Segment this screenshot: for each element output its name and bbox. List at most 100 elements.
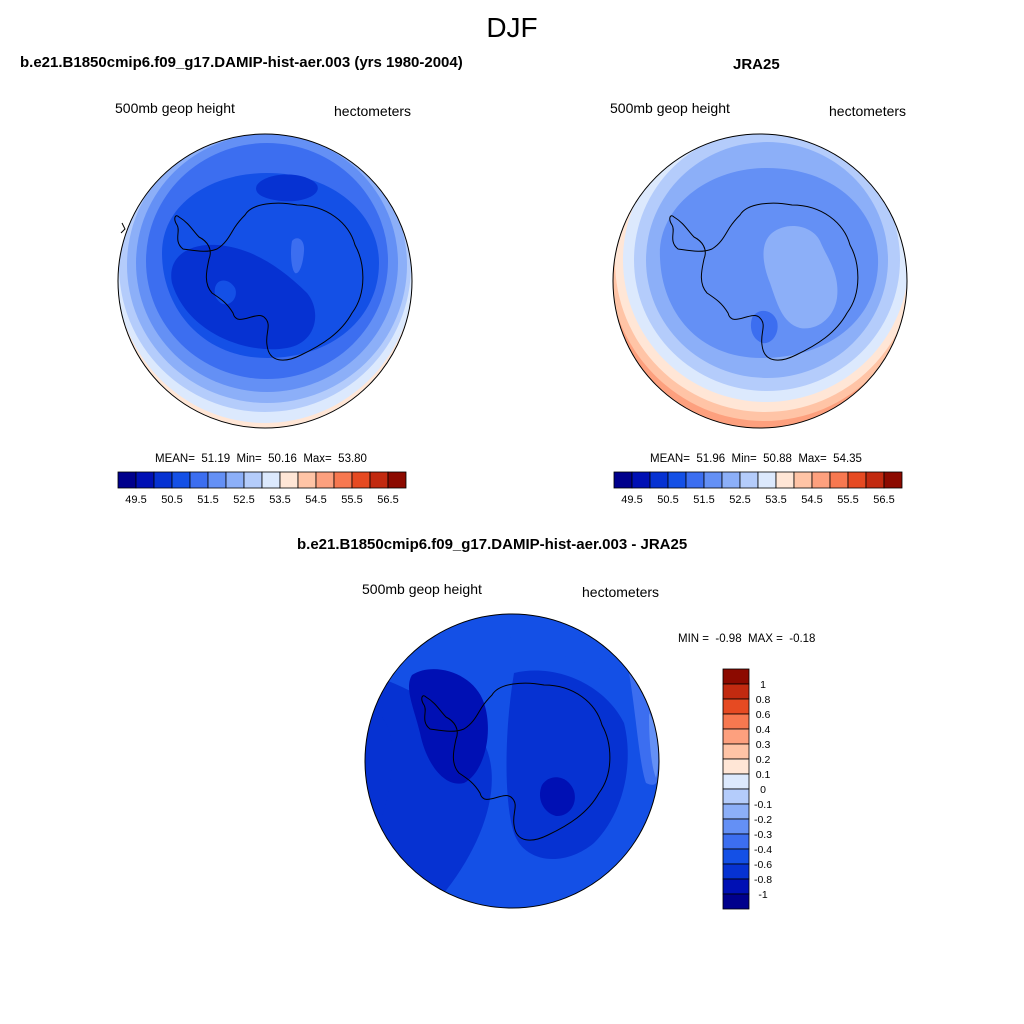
diff-colorbar-swatch [722, 893, 750, 910]
obs-mean-value: 51.96 [696, 453, 726, 465]
obs-colorbar-swatch [667, 471, 687, 489]
model-colorbar-swatch [225, 471, 245, 489]
diff-panel-title: b.e21.B1850cmip6.f09_g17.DAMIP-hist-aer.… [297, 536, 688, 553]
obs-colorbar-swatch [793, 471, 813, 489]
diff-colorbar-tick-label: -0.4 [754, 844, 772, 856]
obs-contour-band [763, 226, 838, 329]
model-mean-value: 51.19 [201, 453, 231, 465]
diff-colorbar-tick-label: 0.2 [756, 754, 771, 766]
obs-colorbar-tick-label: 54.5 [801, 494, 822, 506]
diff-colorbar-tick-label: -0.3 [754, 829, 772, 841]
diff-colorbar-tick-label: -0.8 [754, 874, 772, 886]
model-colorbar-swatch [189, 471, 209, 489]
model-colorbar-swatch [279, 471, 299, 489]
obs-colorbar-tick-label: 56.5 [873, 494, 894, 506]
diff-colorbar-tick-label: 0.4 [756, 724, 771, 736]
model-map-border [117, 133, 413, 429]
diff-colorbar-swatch [722, 788, 750, 805]
obs-max-label: Max= [798, 453, 827, 465]
model-min-value: 50.16 [268, 453, 297, 465]
model-colorbar-swatch [207, 471, 227, 489]
diff-stats: MIN = -0.98 MAX = -0.18 [678, 633, 815, 645]
model-variable-label: 500mb geop height [115, 100, 235, 116]
obs-colorbar-swatch [757, 471, 777, 489]
diff-colorbar-tick-label: -0.6 [754, 859, 772, 871]
diff-units-label: hectometers [582, 584, 660, 600]
obs-colorbar-tick-label: 55.5 [837, 494, 858, 506]
obs-max-value: 54.35 [833, 453, 862, 465]
model-stats: MEAN= 51.19 Min= 50.16 Max= 53.80 [155, 453, 367, 465]
diff-colorbar-swatch [722, 878, 750, 895]
model-panel-title: b.e21.B1850cmip6.f09_g17.DAMIP-hist-aer.… [20, 54, 463, 71]
obs-min-label: Min= [731, 453, 757, 465]
model-colorbar-tick-label: 55.5 [341, 494, 362, 506]
model-colorbar-tick-label: 50.5 [161, 494, 182, 506]
model-colorbar-tick-label: 54.5 [305, 494, 326, 506]
figure-title: DJF [486, 12, 538, 43]
model-colorbar-swatch [117, 471, 137, 489]
obs-coastline [669, 202, 859, 361]
model-colorbar-tick-label: 53.5 [269, 494, 290, 506]
diff-colorbar-swatch [722, 713, 750, 730]
model-colorbar-swatch [171, 471, 191, 489]
obs-colorbar-tick-label: 51.5 [693, 494, 714, 506]
obs-contour-band [750, 310, 778, 344]
obs-colorbar-tick-label: 53.5 [765, 494, 786, 506]
obs-stats: MEAN= 51.96 Min= 50.88 Max= 54.35 [650, 453, 862, 465]
obs-colorbar-swatch [829, 471, 849, 489]
model-colorbar-swatch [261, 471, 281, 489]
diff-min-label: MIN = [678, 633, 709, 645]
model-colorbar-tick-label: 56.5 [377, 494, 398, 506]
obs-colorbar-swatch [721, 471, 741, 489]
obs-min-value: 50.88 [763, 453, 792, 465]
obs-colorbar-swatch [847, 471, 867, 489]
obs-colorbar-tick-label: 49.5 [621, 494, 642, 506]
diff-colorbar-tick-label: -1 [758, 889, 767, 901]
obs-colorbar-swatch [775, 471, 795, 489]
diff-colorbar-swatch [722, 758, 750, 775]
model-max-label: Max= [303, 453, 332, 465]
diff-colorbar: 1 0.8 0.6 0.4 0.3 0.2 0.1 0 -0.1 -0.2 -0.3 -0.4 -0.6… [722, 668, 772, 910]
diff-colorbar-swatch [722, 848, 750, 865]
diff-colorbar-tick-label: 0.8 [756, 694, 771, 706]
diff-colorbar-swatch [722, 668, 750, 685]
diff-colorbar-swatch [722, 803, 750, 820]
diff-colorbar-tick-label: 0.6 [756, 709, 771, 721]
obs-colorbar-swatch [883, 471, 903, 489]
obs-colorbar-swatch [739, 471, 759, 489]
obs-variable-label: 500mb geop height [610, 100, 730, 116]
diff-contour-band [649, 713, 659, 778]
model-mean-label: MEAN= [155, 453, 195, 465]
diff-contour-band [506, 670, 628, 860]
diff-colorbar-swatch [722, 728, 750, 745]
obs-map-border [612, 133, 908, 429]
diff-polar-map [364, 613, 660, 909]
obs-colorbar: 49.5 50.5 51.5 52.5 53.5 54.5 55.5 56.5 [613, 471, 903, 506]
obs-colorbar-tick-label: 52.5 [729, 494, 750, 506]
diff-colorbar-swatch [722, 773, 750, 790]
model-colorbar-swatch [243, 471, 263, 489]
diff-colorbar-tick-label: 0.1 [756, 769, 771, 781]
model-coastline [174, 202, 364, 361]
model-colorbar-swatch [333, 471, 353, 489]
obs-colorbar-swatch [703, 471, 723, 489]
model-max-value: 53.80 [338, 453, 367, 465]
obs-colorbar-swatch [811, 471, 831, 489]
model-colorbar-swatch [369, 471, 389, 489]
model-colorbar-swatch [315, 471, 335, 489]
obs-units-label: hectometers [829, 103, 907, 119]
model-colorbar-swatch [297, 471, 317, 489]
diff-colorbar-tick-label: 0 [760, 784, 766, 796]
diff-colorbar-tick-label: -0.1 [754, 799, 772, 811]
model-colorbar-tick-label: 52.5 [233, 494, 254, 506]
obs-colorbar-swatch [865, 471, 885, 489]
diff-max-value: -0.18 [789, 633, 816, 645]
model-polar-map [117, 133, 413, 429]
model-colorbar-swatch [351, 471, 371, 489]
model-units-label: hectometers [334, 103, 412, 119]
diff-colorbar-swatch [722, 743, 750, 760]
obs-colorbar-swatch [649, 471, 669, 489]
obs-colorbar-swatch [613, 471, 633, 489]
model-colorbar-swatch [153, 471, 173, 489]
model-contour-band [256, 174, 318, 202]
